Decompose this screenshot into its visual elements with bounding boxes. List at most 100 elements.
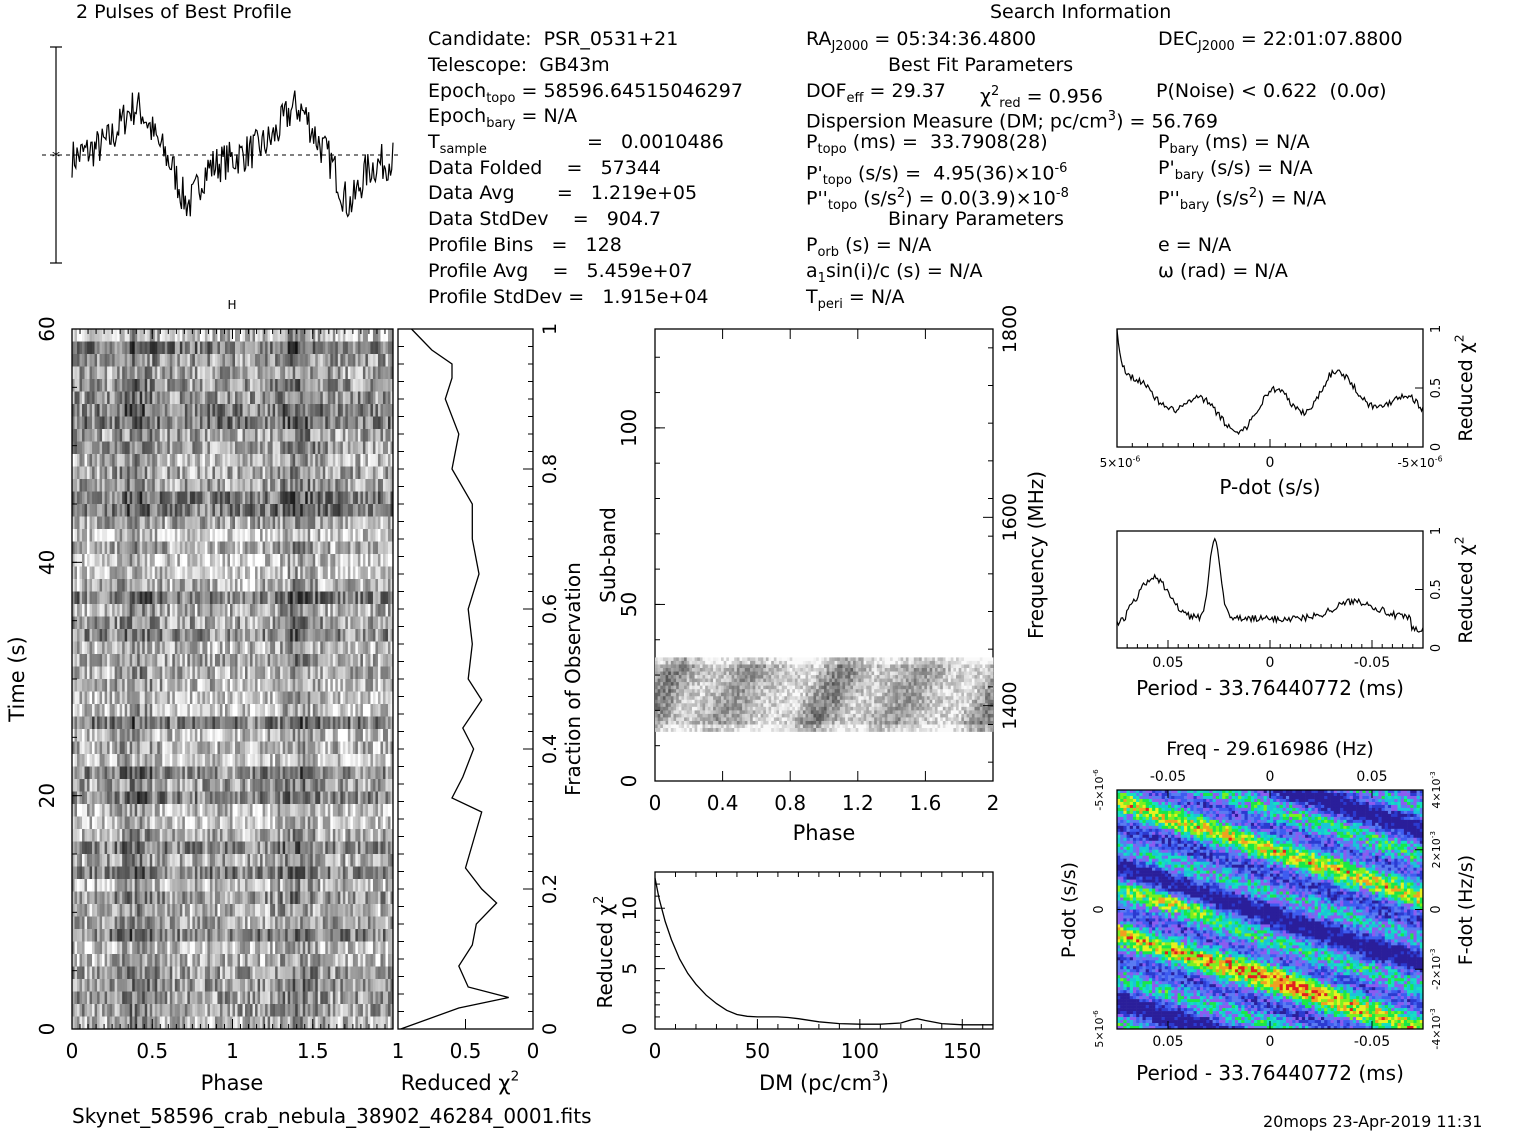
timephase-cell xyxy=(245,791,248,805)
timephase-cell xyxy=(142,741,146,755)
timephase-cell xyxy=(102,679,105,692)
timephase-cell xyxy=(362,779,366,792)
timephase-cell xyxy=(247,454,251,467)
timephase-cell xyxy=(92,766,95,780)
timephase-cell xyxy=(144,591,148,605)
timephase-cell xyxy=(260,404,263,417)
timephase-cell xyxy=(137,416,141,430)
timephase-cell xyxy=(282,654,286,667)
timephase-cell xyxy=(137,791,141,805)
timephase-cell xyxy=(157,391,161,405)
timephase-cell xyxy=(295,616,299,630)
timephase-cell xyxy=(167,529,171,542)
timephase-cell xyxy=(277,329,281,342)
timephase-cell xyxy=(382,354,386,367)
timephase-cell xyxy=(192,504,196,517)
timephase-cell xyxy=(377,741,381,755)
timephase-cell xyxy=(209,454,213,467)
timephase-cell xyxy=(157,741,161,755)
timephase-cell xyxy=(275,429,278,442)
timephase-cell xyxy=(327,616,331,630)
timephase-cell xyxy=(224,366,228,380)
timephase-cell xyxy=(114,779,118,792)
timephase-cell xyxy=(202,779,206,792)
timephase-cell xyxy=(287,604,291,617)
timephase-cell xyxy=(285,729,288,742)
timephase-cell xyxy=(320,666,324,680)
timephase-cell xyxy=(127,454,130,467)
timephase-cell xyxy=(292,666,296,680)
timephase-cell xyxy=(204,804,208,817)
timephase-cell xyxy=(184,654,188,667)
timephase-cell xyxy=(219,404,223,417)
timephase-cell xyxy=(365,666,369,680)
timephase-cell xyxy=(250,466,253,480)
timephase-cell xyxy=(112,479,115,492)
timephase-cell xyxy=(267,366,271,380)
timephase-cell xyxy=(97,754,100,767)
timephase-cell xyxy=(74,629,78,642)
timephase-cell xyxy=(102,529,105,542)
timephase-cell xyxy=(317,591,321,605)
timephase-cell xyxy=(122,729,125,742)
timephase-cell xyxy=(197,479,201,492)
timephase-cell xyxy=(164,529,168,542)
timephase-cell xyxy=(227,354,231,367)
timephase-cell xyxy=(99,516,103,530)
timephase-cell xyxy=(147,404,151,417)
timephase-cell xyxy=(252,666,256,680)
timephase-cell xyxy=(114,654,118,667)
timephase-cell xyxy=(204,566,208,580)
timephase-cell xyxy=(362,741,366,755)
timephase-cell xyxy=(312,504,316,517)
timephase-cell xyxy=(139,366,143,380)
timephase-cell xyxy=(285,441,288,455)
timephase-cell xyxy=(245,504,248,517)
timephase-cell xyxy=(365,529,369,542)
timephase-cell xyxy=(307,541,311,555)
timephase-cell xyxy=(267,554,271,567)
timephase-cell xyxy=(112,429,115,442)
timephase-cell xyxy=(194,329,198,342)
timephase-cell xyxy=(280,379,283,392)
timephase-cell xyxy=(382,766,386,780)
timephase-cell xyxy=(365,341,369,355)
candidate-line: Candidate: PSR_0531+21 xyxy=(428,28,679,50)
timephase-cell xyxy=(129,779,133,792)
timephase-cell xyxy=(292,491,296,505)
timephase-cell xyxy=(132,454,135,467)
timephase-cell xyxy=(117,641,120,655)
timephase-cell xyxy=(182,566,186,580)
epoch-topo-line: Epochtopo = 58596.64515046297 xyxy=(428,80,743,106)
timephase-cell xyxy=(227,766,231,780)
timephase-cell xyxy=(270,391,273,405)
timephase-cell xyxy=(172,754,176,767)
timephase-cell xyxy=(224,766,228,780)
timephase-cell xyxy=(305,566,309,580)
timephase-cell xyxy=(305,329,309,342)
timephase-cell xyxy=(342,516,346,530)
timephase-cell xyxy=(204,454,208,467)
timephase-cell xyxy=(207,554,211,567)
timephase-cell xyxy=(250,666,253,680)
timephase-cell xyxy=(224,579,228,592)
timephase-cell xyxy=(224,479,228,492)
timephase-cell xyxy=(132,591,135,605)
timephase-cell xyxy=(119,729,123,742)
timephase-cell xyxy=(390,504,394,517)
timephase-cell xyxy=(74,366,78,380)
timephase-cell xyxy=(224,391,228,405)
timephase-cell xyxy=(174,479,178,492)
timephase-cell xyxy=(257,541,261,555)
timephase-cell xyxy=(134,516,138,530)
timephase-cell xyxy=(232,754,236,767)
timephase-cell xyxy=(277,454,281,467)
timephase-cell xyxy=(340,441,344,455)
timephase-cell xyxy=(209,704,213,717)
timephase-cell xyxy=(270,541,273,555)
timephase-cell xyxy=(335,654,339,667)
timephase-cell xyxy=(194,741,198,755)
timephase-cell xyxy=(132,604,135,617)
timephase-cell xyxy=(235,641,238,655)
timephase-cell xyxy=(124,529,128,542)
